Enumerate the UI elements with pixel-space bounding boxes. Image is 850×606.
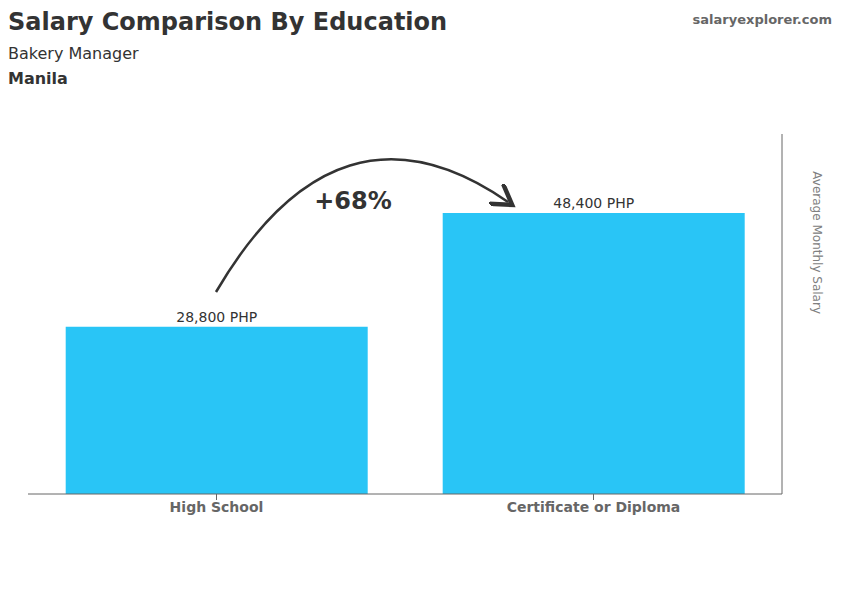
- svg-text:Certificate or Diploma: Certificate or Diploma: [507, 499, 681, 515]
- html-text:Bakery Manager: Bakery Manager: [8, 44, 139, 63]
- svg-text:High School: High School: [170, 499, 264, 515]
- html-text:Salary Comparison By Education: Salary Comparison By Education: [8, 8, 448, 36]
- svg-text:Average Monthly Salary: Average Monthly Salary: [810, 171, 824, 314]
- html-text:salaryexplorer.com: salaryexplorer.com: [692, 12, 832, 27]
- svg-text:28,800 PHP: 28,800 PHP: [176, 309, 257, 325]
- html-text:Manila: Manila: [8, 69, 68, 88]
- svg-text:+68%: +68%: [314, 187, 392, 215]
- svg-text:48,400 PHP: 48,400 PHP: [553, 195, 634, 211]
